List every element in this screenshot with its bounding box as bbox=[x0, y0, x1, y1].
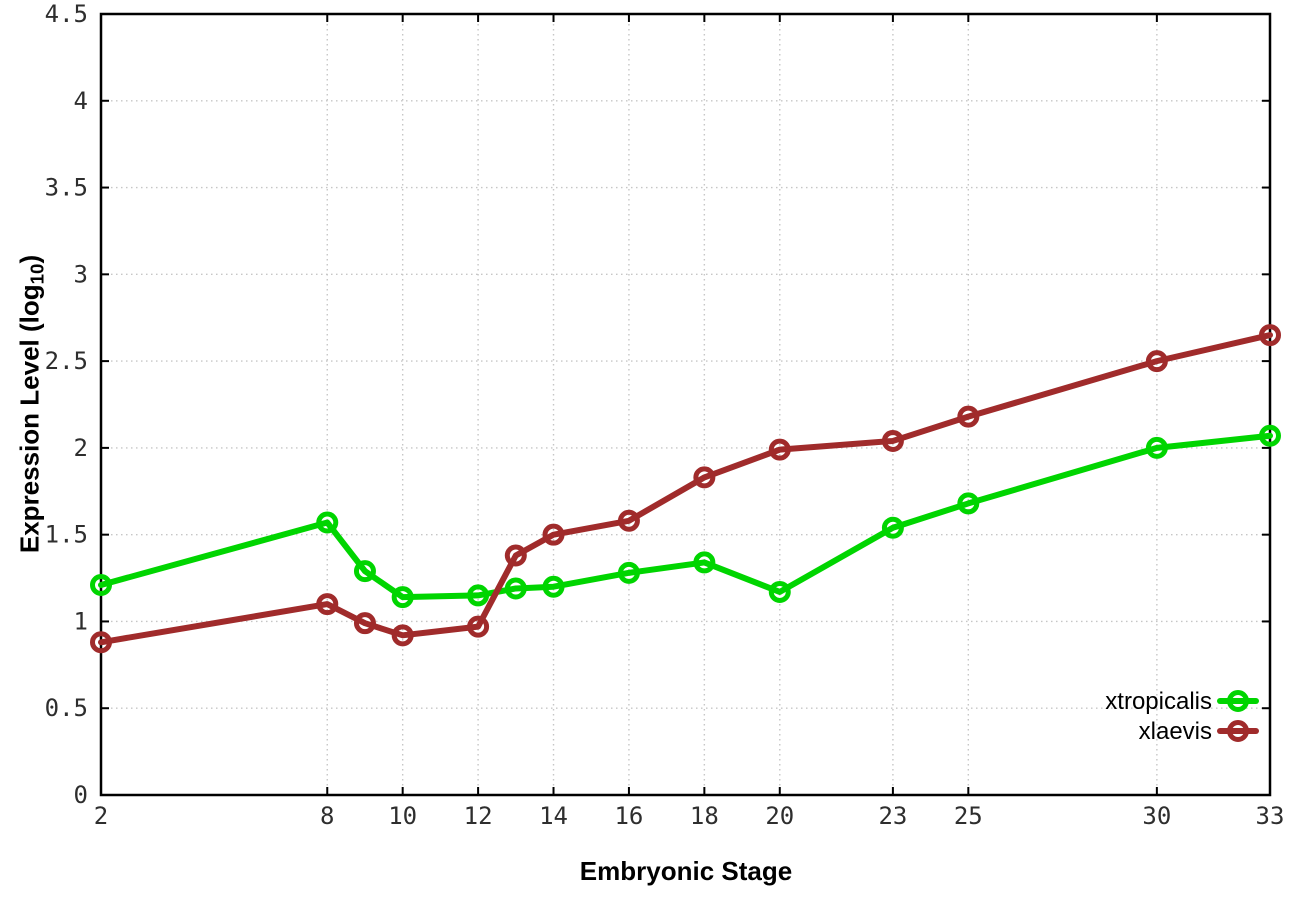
series-marker-xlaevis bbox=[353, 612, 376, 635]
series-marker-xtropicalis bbox=[957, 492, 980, 515]
series-marker-xtropicalis bbox=[353, 560, 376, 583]
y-tick-label: 0 bbox=[74, 781, 88, 809]
series-marker-xtropicalis bbox=[881, 516, 904, 539]
y-tick-label: 4.5 bbox=[45, 0, 88, 28]
series-marker-xlaevis bbox=[1259, 324, 1281, 347]
series-marker-xtropicalis bbox=[617, 561, 640, 584]
series-marker-xlaevis bbox=[504, 544, 527, 567]
tick-labels: 2 8 10 12 14 16 18 20 23 25 30 33 0 0.5 1 1.5 2 2.5 3 3.5 4 4… bbox=[45, 0, 1285, 830]
y-tick-label: 1 bbox=[74, 607, 88, 635]
y-tick-label: 3 bbox=[74, 260, 88, 288]
y-tick-label: 4 bbox=[74, 87, 88, 115]
y-axis-title-sub: 10 bbox=[26, 263, 48, 285]
x-tick-label: 30 bbox=[1142, 802, 1171, 830]
x-tick-label: 16 bbox=[614, 802, 643, 830]
legend-item-xtropicalis: xtropicalis bbox=[1105, 688, 1259, 715]
series-marker-xtropicalis bbox=[542, 575, 565, 598]
x-tick-label: 2 bbox=[94, 802, 108, 830]
y-tick-label: 0.5 bbox=[45, 694, 88, 722]
x-tick-label: 12 bbox=[464, 802, 493, 830]
x-tick-label: 23 bbox=[878, 802, 907, 830]
series-marker-xtropicalis bbox=[504, 577, 527, 600]
series-line-xtropicalis bbox=[98, 432, 1273, 601]
legend-item-xlaevis: xlaevis bbox=[1139, 718, 1259, 745]
x-tick-label: 33 bbox=[1256, 802, 1285, 830]
y-tick-label: 2.5 bbox=[45, 347, 88, 375]
gridlines bbox=[100, 13, 1271, 796]
series-marker-xlaevis bbox=[617, 509, 640, 532]
series-marker-xtropicalis bbox=[1145, 436, 1168, 459]
y-axis-title: Expression Level (log10) bbox=[14, 255, 48, 554]
series-marker-xlaevis bbox=[542, 523, 565, 546]
y-tick-label: 3.5 bbox=[45, 174, 88, 202]
series-marker-xtropicalis bbox=[391, 586, 414, 609]
series-marker-xtropicalis bbox=[1259, 424, 1281, 447]
y-tick-label: 2 bbox=[74, 434, 88, 462]
legend-marker-icon bbox=[1227, 720, 1249, 742]
legend-marker-icon bbox=[1227, 690, 1249, 712]
x-tick-label: 14 bbox=[539, 802, 568, 830]
x-axis-title: Embryonic Stage bbox=[579, 856, 793, 886]
x-tick-label: 18 bbox=[690, 802, 719, 830]
tick-marks bbox=[100, 13, 1271, 796]
y-tick-label: 1.5 bbox=[45, 521, 88, 549]
series-marker-xlaevis bbox=[467, 615, 490, 638]
series-marker-xlaevis bbox=[1145, 350, 1168, 373]
series-marker-xtropicalis bbox=[693, 551, 716, 574]
series-marker-xtropicalis bbox=[316, 511, 339, 534]
y-axis-title-main: Expression Level (log bbox=[14, 284, 45, 554]
x-tick-label: 10 bbox=[388, 802, 417, 830]
x-tick-label: 8 bbox=[320, 802, 334, 830]
series-marker-xlaevis bbox=[957, 405, 980, 428]
series-xtropicalis bbox=[90, 424, 1281, 609]
series-marker-xtropicalis bbox=[768, 580, 791, 603]
series-marker-xtropicalis bbox=[90, 573, 112, 596]
plot-border bbox=[99, 12, 1272, 797]
series-marker-xtropicalis bbox=[467, 584, 490, 607]
series-marker-xlaevis bbox=[316, 593, 339, 616]
series-marker-xlaevis bbox=[768, 438, 791, 461]
series-marker-xlaevis bbox=[90, 631, 112, 654]
legend-label-xtropicalis: xtropicalis bbox=[1105, 688, 1212, 715]
series-marker-xlaevis bbox=[693, 466, 716, 489]
x-tick-label: 20 bbox=[765, 802, 794, 830]
x-tick-label: 25 bbox=[954, 802, 983, 830]
legend: xtropicalis xlaevis bbox=[1105, 688, 1259, 745]
legend-label-xlaevis: xlaevis bbox=[1139, 718, 1212, 745]
series-marker-xlaevis bbox=[391, 624, 414, 647]
series-marker-xlaevis bbox=[881, 429, 904, 452]
series-xlaevis bbox=[90, 324, 1281, 654]
series-line-xlaevis bbox=[98, 332, 1273, 646]
